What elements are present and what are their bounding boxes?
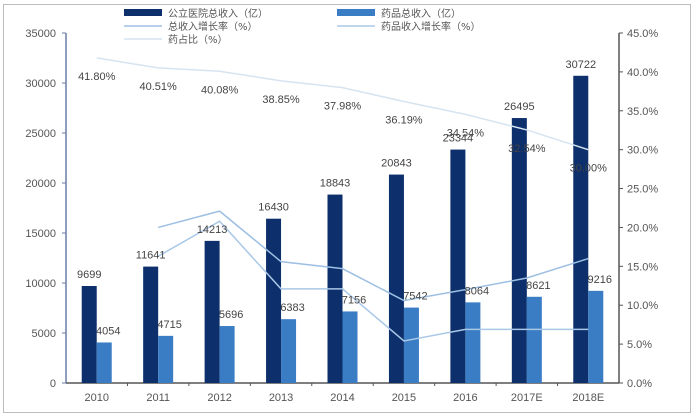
x-tick-label: 2017E: [511, 392, 543, 404]
y-tick-label: 0: [50, 378, 56, 390]
legend-label: 公立医院总收入（亿）: [168, 7, 268, 20]
bar: [281, 319, 297, 383]
x-tick-label: 2014: [330, 392, 354, 404]
bar-value-label: 11641: [136, 250, 166, 262]
bar: [573, 75, 589, 383]
bar-value-label: 9216: [588, 274, 612, 286]
bar-value-label: 14213: [197, 224, 228, 236]
legend: 公立医院总收入（亿） 药品总收入（亿） 总收入增长率（%） 药品收入增长率（%） 药占比…: [124, 7, 481, 46]
y2-tick-label: 30.0%: [627, 145, 658, 157]
legend-swatch: [337, 9, 375, 16]
line-value-label: 38.85%: [262, 94, 300, 106]
bar-value-label: 7542: [403, 291, 427, 303]
y-tick-label: 35000: [25, 28, 56, 40]
y-tick-label: 20000: [25, 178, 56, 190]
bar: [219, 326, 235, 383]
line-series: [96, 57, 589, 151]
lines: [96, 57, 589, 342]
legend-label: 药品总收入（亿）: [381, 7, 461, 20]
bar-value-label: 8064: [465, 285, 489, 297]
legend-swatch: [124, 9, 162, 16]
y2-tick-label: 35.0%: [627, 106, 658, 118]
data-labels: 9699 11641 14213 16430 18843 20843 23344 26495 3…: [77, 59, 612, 338]
bar-value-label: 16430: [258, 202, 289, 214]
bar: [158, 335, 174, 383]
y2-tick-label: 45.0%: [627, 28, 658, 40]
bar-value-label: 4054: [96, 325, 120, 337]
x-tick-label: 2012: [207, 392, 231, 404]
line-series: [157, 210, 589, 302]
bar: [204, 240, 220, 383]
x-tick-label: 2016: [453, 392, 477, 404]
y-tick-label: 15000: [25, 228, 56, 240]
line-value-label: 32.54%: [508, 143, 546, 155]
bar-value-label: 20843: [381, 158, 412, 170]
legend-label: 总收入增长率（%）: [168, 20, 258, 33]
y2-tick-label: 40.0%: [627, 67, 658, 79]
y2-tick-label: 15.0%: [627, 261, 658, 273]
y2-tick-label: 25.0%: [627, 184, 658, 196]
bar-value-label: 6383: [280, 302, 304, 314]
bar: [526, 296, 542, 383]
bar: [388, 174, 404, 383]
x-tick-label: 2010: [84, 392, 108, 404]
legend-label: 药品收入增长率（%）: [381, 20, 481, 33]
bar-value-label: 4715: [157, 319, 181, 331]
line-value-label: 36.19%: [385, 115, 423, 127]
bar: [450, 149, 466, 383]
bar: [403, 307, 419, 383]
line-series: [157, 220, 589, 342]
bar-value-label: 30722: [565, 59, 596, 71]
bar: [96, 342, 112, 383]
bar-value-label: 7156: [342, 294, 366, 306]
bar-value-label: 18843: [320, 178, 351, 190]
x-tick-label: 2011: [146, 392, 170, 404]
y-tick-label: 5000: [32, 328, 56, 340]
bar-value-label: 5696: [219, 309, 243, 321]
y2-tick-label: 10.0%: [627, 300, 658, 312]
legend-label: 药占比（%）: [168, 33, 228, 46]
y-tick-label: 10000: [25, 278, 56, 290]
bar: [465, 302, 481, 383]
bar: [511, 118, 527, 384]
y2-tick-label: 0.0%: [627, 378, 652, 390]
bar: [81, 286, 97, 383]
bar-value-label: 23344: [443, 133, 474, 145]
x-tick-label: 2013: [269, 392, 293, 404]
bar-value-label: 9699: [77, 269, 101, 281]
x-tick-label: 2018E: [572, 392, 604, 404]
bar: [266, 218, 282, 383]
axes: 0 5000 10000 15000 20000 25000 30000 35000 0.0% 5…: [25, 28, 658, 404]
y2-tick-label: 20.0%: [627, 222, 658, 234]
x-tick-label: 2015: [392, 392, 416, 404]
line-value-label: 41.80%: [78, 71, 116, 83]
bar: [588, 290, 604, 383]
line-value-label: 40.51%: [140, 81, 178, 93]
line-value-label: 40.08%: [201, 84, 239, 96]
line-value-label: 37.98%: [324, 101, 362, 113]
y-tick-label: 25000: [25, 128, 56, 140]
bar: [143, 266, 159, 383]
y-tick-label: 30000: [25, 78, 56, 90]
bar-value-label: 26495: [504, 101, 535, 113]
bar-value-label: 8621: [526, 280, 550, 292]
bars: [81, 75, 604, 384]
y2-tick-label: 5.0%: [627, 339, 652, 351]
line-value-label: 30.00%: [570, 163, 608, 175]
bar: [342, 311, 358, 383]
line-value-label: 34.54%: [447, 127, 485, 139]
